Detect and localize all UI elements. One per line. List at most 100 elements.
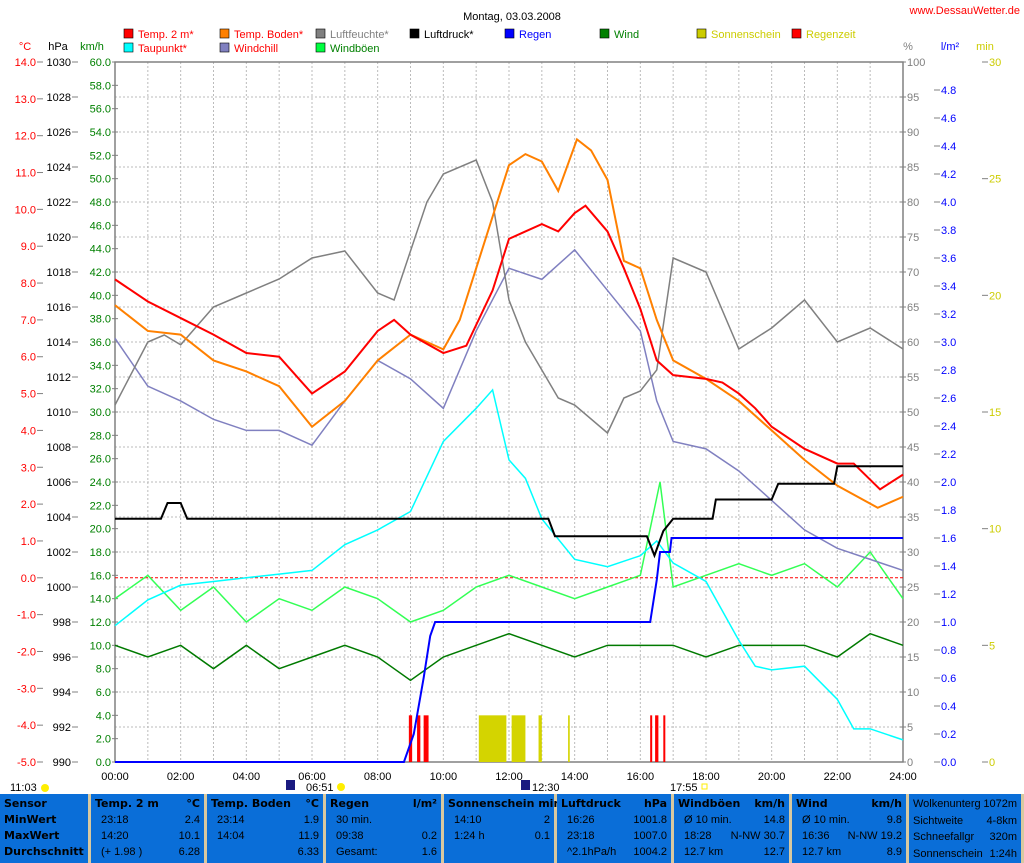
moon-icon [521, 780, 530, 790]
wind-cell-value: 9.8 [886, 814, 902, 826]
tick-label-temp: 2.0 [21, 499, 36, 511]
tick-label-humidity: 20 [907, 617, 919, 629]
tick-label-wind: 54.0 [90, 127, 111, 139]
tick-label-rain: 1.4 [941, 561, 956, 573]
tick-label-humidity: 100 [907, 57, 925, 69]
sunshine-bar [478, 715, 507, 762]
tick-label-wind: 50.0 [90, 174, 111, 186]
regen-cell-label: Gesamt: [336, 846, 378, 858]
tick-label-temp: 4.0 [21, 425, 36, 437]
sunshine-bar [538, 715, 542, 762]
tick-label-temp: 8.0 [21, 278, 36, 290]
tick-label-temp: 1.0 [21, 536, 36, 548]
extra-value: 320m [989, 831, 1017, 843]
tick-label-wind: 48.0 [90, 197, 111, 209]
tick-label-rain: 0.4 [941, 701, 956, 713]
tick-label-humidity: 50 [907, 407, 919, 419]
temp2m-unit: °C [186, 797, 200, 810]
regen-cell-value: 0.2 [421, 830, 437, 842]
legend-swatch [219, 28, 230, 39]
druck-cell-label: 16:26 [567, 814, 595, 826]
tick-label-humidity: 0 [907, 757, 913, 769]
tick-label-wind: 8.0 [96, 664, 111, 676]
x-tick-label: 18:00 [692, 771, 720, 783]
tick-label-pressure: 1004 [47, 512, 71, 524]
boden-cell-value: 6.33 [297, 846, 319, 858]
sonne-cell-label: 14:10 [454, 814, 482, 826]
x-tick-label: 08:00 [364, 771, 392, 783]
tick-label-humidity: 5 [907, 722, 913, 734]
sonne-column: Sonnenschein min 14:10 2 1:24 h 0.1 [444, 794, 561, 863]
legend-label: Windböen [330, 43, 380, 55]
tick-label-rain: 4.4 [941, 141, 956, 153]
boden-cell-label: 14:04 [217, 830, 245, 842]
wind-unit: km/h [871, 797, 902, 810]
tick-label-pressure: 1024 [47, 162, 71, 174]
tick-label-temp: -5.0 [17, 757, 36, 769]
temp2m-cell-value: 10.1 [178, 830, 200, 842]
tick-label-humidity: 30 [907, 547, 919, 559]
tick-label-wind: 46.0 [90, 220, 111, 232]
temp2m-cell-label: 14:20 [101, 830, 129, 842]
tick-label-rain: 3.2 [941, 309, 956, 321]
legend-swatch [219, 42, 230, 53]
legend-swatch [123, 28, 134, 39]
tick-label-rain: 3.4 [941, 281, 956, 293]
tick-label-rain: 1.6 [941, 533, 956, 545]
druck-cell-label: 23:18 [567, 830, 595, 842]
tick-label-pressure: 1002 [47, 547, 71, 559]
sunset-icon [701, 783, 708, 790]
axis-unit-sun: min [976, 41, 994, 53]
tick-label-humidity: 10 [907, 687, 919, 699]
site-link: www.DessauWetter.de [909, 5, 1020, 17]
sensor-column: Sensor MinWert MaxWert Durchschnitt [0, 794, 88, 863]
tick-label-sun: 30 [989, 57, 1001, 69]
axis-unit-humidity: % [903, 41, 913, 53]
x-tick-label: 16:00 [627, 771, 655, 783]
boden-cell-label [211, 844, 217, 860]
extra-value: 1072m [983, 798, 1017, 810]
tick-label-pressure: 992 [53, 722, 71, 734]
tick-label-sun: 5 [989, 640, 995, 652]
x-tick-label: 22:00 [824, 771, 852, 783]
tick-label-sun: 0 [989, 757, 995, 769]
tick-label-rain: 4.2 [941, 169, 956, 181]
tick-label-wind: 52.0 [90, 150, 111, 162]
druck-unit: hPa [643, 797, 667, 810]
series-line-windb-en [114, 481, 904, 623]
boeen-cell-value: 12.7 [763, 846, 785, 858]
tick-label-rain: 2.8 [941, 365, 956, 377]
tick-label-rain: 0.2 [941, 729, 956, 741]
chart-svg: Montag, 03.03.2008 www.DessauWetter.de Tem… [10, 5, 1020, 794]
legend-label: Taupunkt* [138, 43, 188, 55]
tick-label-humidity: 80 [907, 197, 919, 209]
boden-title: Temp. Boden [211, 797, 291, 810]
wind-cell-label: Ø 10 min. [802, 814, 850, 826]
axis-unit-wind: km/h [80, 41, 104, 53]
sunrise-time: 06:51 [306, 782, 334, 794]
tick-label-temp: 7.0 [21, 315, 36, 327]
tick-label-wind: 44.0 [90, 244, 111, 256]
tick-label-rain: 3.0 [941, 337, 956, 349]
tick-label-rain: 1.8 [941, 505, 956, 517]
druck-cell-value: 1004.2 [633, 846, 667, 858]
legend-swatch [315, 28, 326, 39]
tick-label-humidity: 40 [907, 477, 919, 489]
x-tick-label: 24:00 [889, 771, 917, 783]
temp2m-cell-label: (+ 1.98 ) [101, 846, 143, 858]
tick-label-humidity: 35 [907, 512, 919, 524]
tick-label-wind: 12.0 [90, 617, 111, 629]
series-line-taupunkt- [114, 388, 904, 741]
tick-label-humidity: 70 [907, 267, 919, 279]
cloud-sun-icon [41, 784, 49, 792]
tick-label-temp: 12.0 [15, 131, 36, 143]
tick-label-temp: 10.0 [15, 204, 36, 216]
legend-label: Sonnenschein [711, 29, 781, 41]
legend-label: Temp. Boden* [234, 29, 304, 41]
wind-cell-label: 12.7 km [802, 846, 842, 858]
sun-icon [337, 783, 345, 791]
tick-label-wind: 60.0 [90, 57, 111, 69]
boeen-cell-value: N-NW 30.7 [730, 830, 785, 842]
tick-label-wind: 0.0 [96, 757, 111, 769]
